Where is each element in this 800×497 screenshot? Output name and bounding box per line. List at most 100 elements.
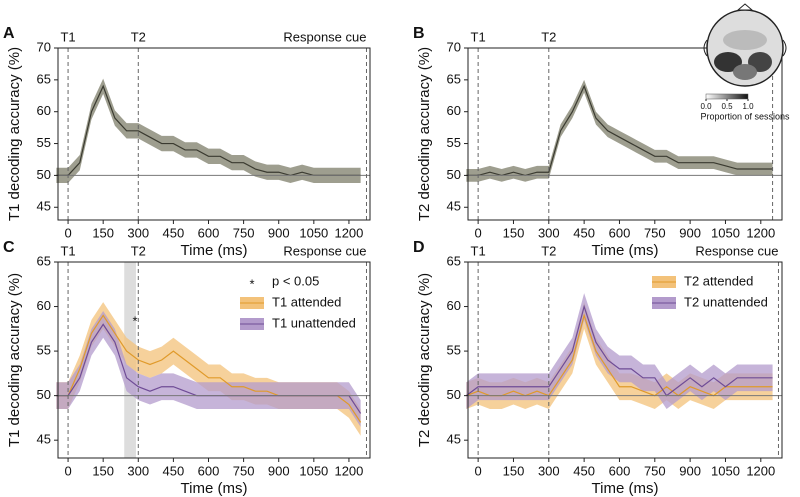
panel-label: B xyxy=(413,25,425,42)
event-label: T2 xyxy=(541,243,556,258)
x-tick-label: 1050 xyxy=(299,225,328,240)
event-label: T2 xyxy=(131,29,146,44)
legend-label: T2 attended xyxy=(684,273,753,288)
x-tick-label: 1050 xyxy=(711,463,740,478)
event-label: Response cue xyxy=(283,29,366,44)
panel-label: D xyxy=(413,239,425,256)
plot-frame xyxy=(467,261,783,459)
x-tick-label: 450 xyxy=(163,463,185,478)
series-line xyxy=(465,304,773,397)
x-tick-label: 600 xyxy=(609,225,631,240)
y-axis-label: T2 decoding accuracy (%) xyxy=(416,47,433,221)
colorbar-label: Proportion of sessions xyxy=(700,111,790,121)
plot-frame xyxy=(467,47,783,221)
x-tick-label: 450 xyxy=(163,225,185,240)
error-band xyxy=(56,311,361,427)
x-tick-label: 0 xyxy=(64,463,71,478)
x-tick-label: 750 xyxy=(233,225,255,240)
x-tick-label: 900 xyxy=(679,225,701,240)
event-label: T1 xyxy=(60,243,75,258)
x-tick-label: 750 xyxy=(644,225,666,240)
x-tick-label: 900 xyxy=(679,463,701,478)
y-tick-label: 60 xyxy=(447,103,461,118)
x-tick-label: 1050 xyxy=(299,463,328,478)
y-tick-label: 50 xyxy=(37,167,51,182)
x-tick-label: 600 xyxy=(198,225,220,240)
event-label: T1 xyxy=(471,29,486,44)
x-tick-label: 900 xyxy=(268,225,290,240)
error-band xyxy=(466,293,773,409)
x-tick-label: 0 xyxy=(64,225,71,240)
legend-marker: * xyxy=(249,276,254,291)
x-tick-label: 1050 xyxy=(711,225,740,240)
plot-frame xyxy=(57,261,371,459)
x-tick-label: 300 xyxy=(127,225,149,240)
y-tick-label: 45 xyxy=(37,199,51,214)
event-label: T2 xyxy=(541,29,556,44)
y-tick-label: 50 xyxy=(447,167,461,182)
x-tick-label: 0 xyxy=(475,225,482,240)
plot-frame xyxy=(57,47,371,221)
y-tick-label: 65 xyxy=(447,71,461,86)
series-line xyxy=(466,313,773,397)
x-axis-label: Time (ms) xyxy=(181,480,248,497)
colorbar-tick-label: 1.0 xyxy=(742,102,754,111)
x-axis-label: Time (ms) xyxy=(592,242,659,259)
y-tick-label: 55 xyxy=(447,343,461,358)
x-tick-label: 450 xyxy=(573,225,595,240)
y-tick-label: 50 xyxy=(37,387,51,402)
legend-label: T2 unattended xyxy=(684,294,768,309)
x-tick-label: 150 xyxy=(92,225,114,240)
y-tick-label: 60 xyxy=(37,103,51,118)
y-tick-label: 70 xyxy=(37,39,51,54)
y-axis-label: T1 decoding accuracy (%) xyxy=(6,47,23,221)
x-tick-label: 300 xyxy=(538,463,560,478)
x-tick-label: 600 xyxy=(198,463,220,478)
x-tick-label: 150 xyxy=(503,463,525,478)
legend-label: p < 0.05 xyxy=(272,273,319,288)
panel-label: C xyxy=(3,239,15,256)
x-axis-label: Time (ms) xyxy=(181,242,248,259)
y-tick-label: 65 xyxy=(37,253,51,268)
event-label: T1 xyxy=(471,243,486,258)
y-tick-label: 70 xyxy=(447,39,461,54)
error-band xyxy=(466,79,773,182)
x-tick-label: 750 xyxy=(233,463,255,478)
event-label: T1 xyxy=(60,29,75,44)
colorbar-tick-label: 0.5 xyxy=(721,102,733,111)
x-tick-label: 600 xyxy=(609,463,631,478)
x-tick-label: 1200 xyxy=(334,463,363,478)
y-tick-label: 55 xyxy=(37,343,51,358)
error-band xyxy=(56,78,361,184)
panel-label: A xyxy=(3,25,15,42)
y-tick-label: 45 xyxy=(447,199,461,214)
y-tick-label: 60 xyxy=(37,298,51,313)
event-label: Response cue xyxy=(695,243,778,258)
event-label: Response cue xyxy=(283,243,366,258)
y-tick-label: 50 xyxy=(447,387,461,402)
y-tick-label: 65 xyxy=(37,71,51,86)
x-tick-label: 1200 xyxy=(334,225,363,240)
topography-inset xyxy=(703,3,787,100)
colorbar-tick-label: 0.0 xyxy=(700,102,712,111)
x-tick-label: 900 xyxy=(268,463,290,478)
series-line xyxy=(56,84,361,177)
y-axis-label: T1 decoding accuracy (%) xyxy=(6,273,23,447)
x-tick-label: 1200 xyxy=(746,463,775,478)
significance-marker: * xyxy=(133,313,138,328)
event-label: T2 xyxy=(131,243,146,258)
x-tick-label: 150 xyxy=(92,463,114,478)
y-tick-label: 55 xyxy=(447,135,461,150)
legend-label: T1 unattended xyxy=(272,315,356,330)
x-tick-label: 300 xyxy=(127,463,149,478)
y-axis-label: T2 decoding accuracy (%) xyxy=(416,273,433,447)
y-tick-label: 45 xyxy=(37,432,51,447)
y-tick-label: 45 xyxy=(447,432,461,447)
y-tick-label: 65 xyxy=(447,253,461,268)
y-tick-label: 55 xyxy=(37,135,51,150)
x-axis-label: Time (ms) xyxy=(592,480,659,497)
x-tick-label: 0 xyxy=(475,463,482,478)
series-line xyxy=(466,84,773,177)
x-tick-label: 750 xyxy=(644,463,666,478)
